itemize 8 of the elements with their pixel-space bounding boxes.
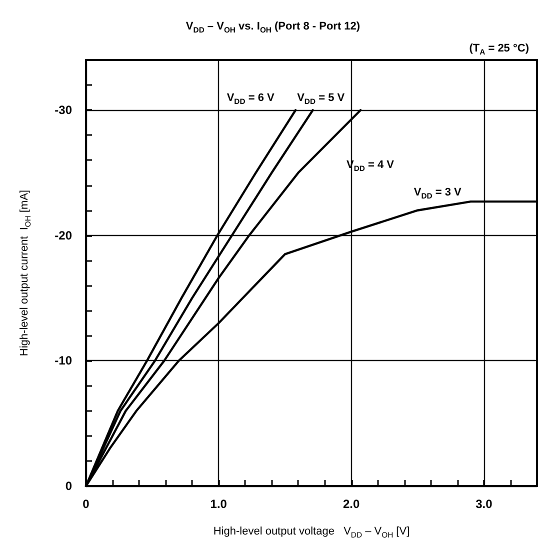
y-tick-label: -10 — [54, 354, 72, 368]
x-tick-label: 0 — [82, 497, 90, 511]
y-tick-label: 0 — [65, 479, 72, 493]
y-tick-label: -20 — [54, 228, 72, 242]
y-tick-label: -30 — [54, 103, 72, 118]
x-tick-label: 1.0 — [210, 497, 228, 511]
x-tick-label: 2.0 — [342, 497, 360, 511]
x-tick-label: 3.0 — [476, 497, 493, 511]
